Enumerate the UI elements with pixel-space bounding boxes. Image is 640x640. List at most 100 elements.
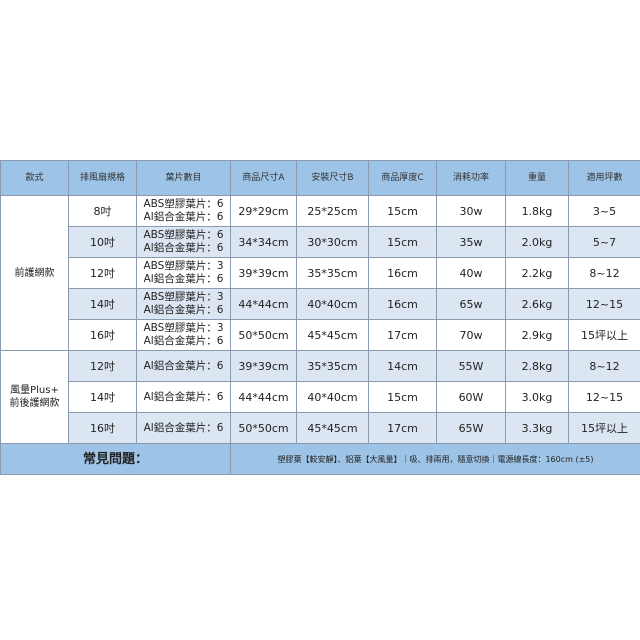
blade-line: Al鋁合金葉片：6 xyxy=(143,304,224,316)
size-cell: 16吋 xyxy=(68,412,137,444)
blades-cell: ABS塑膠葉片：3 Al鋁合金葉片：6 xyxy=(136,257,231,289)
column-header: 適用坪數 xyxy=(568,160,640,196)
thickness-cell: 15cm xyxy=(368,195,437,227)
blade-line: ABS塑膠葉片：3 xyxy=(143,260,224,272)
group-name-line: 風量Plus+ xyxy=(10,385,59,396)
install-size-cell: 40*40cm xyxy=(296,381,369,413)
blades-cell: Al鋁合金葉片：6 xyxy=(136,412,231,444)
power-cell: 40w xyxy=(436,257,506,289)
install-size-cell: 25*25cm xyxy=(296,195,369,227)
weight-cell: 3.3kg xyxy=(505,412,569,444)
weight-cell: 3.0kg xyxy=(505,381,569,413)
table-row: 風量Plus+ 前後護網款 12吋 Al鋁合金葉片：6 39*39cm 35*35cm 14… xyxy=(0,350,640,444)
column-header: 葉片數目 xyxy=(136,160,231,196)
area-cell: 15坪以上 xyxy=(568,319,640,351)
install-size-cell: 30*30cm xyxy=(296,226,369,258)
column-header: 款式 xyxy=(0,160,69,196)
area-cell: 5~7 xyxy=(568,226,640,258)
column-header: 商品尺寸A xyxy=(230,160,297,196)
blade-line: ABS塑膠葉片：6 xyxy=(143,229,224,241)
blades-cell: ABS塑膠葉片：6 Al鋁合金葉片：6 xyxy=(136,195,231,227)
blade-line: ABS塑膠葉片：6 xyxy=(143,198,224,210)
blades-cell: Al鋁合金葉片：6 xyxy=(136,381,231,413)
blade-line: Al鋁合金葉片：6 xyxy=(143,273,224,285)
size-cell: 12吋 xyxy=(68,350,137,382)
blade-line: Al鋁合金葉片：6 xyxy=(143,421,224,434)
thickness-cell: 17cm xyxy=(368,412,437,444)
column-header: 商品厚度C xyxy=(368,160,437,196)
blade-line: Al鋁合金葉片：6 xyxy=(143,242,224,254)
size-cell: 10吋 xyxy=(68,226,137,258)
area-cell: 12~15 xyxy=(568,381,640,413)
blade-line: Al鋁合金葉片：6 xyxy=(143,211,224,223)
product-size-cell: 39*39cm xyxy=(230,350,297,382)
blade-line: ABS塑膠葉片：3 xyxy=(143,291,224,303)
area-cell: 3~5 xyxy=(568,195,640,227)
area-cell: 15坪以上 xyxy=(568,412,640,444)
install-size-cell: 35*35cm xyxy=(296,350,369,382)
blades-cell: Al鋁合金葉片：6 xyxy=(136,350,231,382)
install-size-cell: 35*35cm xyxy=(296,257,369,289)
size-cell: 8吋 xyxy=(68,195,137,227)
column-header: 重量 xyxy=(505,160,569,196)
blades-cell: ABS塑膠葉片：3 Al鋁合金葉片：6 xyxy=(136,319,231,351)
power-cell: 35w xyxy=(436,226,506,258)
product-size-cell: 44*44cm xyxy=(230,381,297,413)
thickness-cell: 15cm xyxy=(368,226,437,258)
size-cell: 16吋 xyxy=(68,319,137,351)
thickness-cell: 17cm xyxy=(368,319,437,351)
weight-cell: 2.2kg xyxy=(505,257,569,289)
area-cell: 8~12 xyxy=(568,257,640,289)
table-row: 14吋 ABS塑膠葉片：3 Al鋁合金葉片：6 44*44cm 40*40cm 16cm 6… xyxy=(1,288,640,320)
table-row: 前護網款 8吋 ABS塑膠葉片：6 Al鋁合金葉片：6 29*29cm 25*25cm 15… xyxy=(0,195,640,351)
table-row: 16吋 ABS塑膠葉片：3 Al鋁合金葉片：6 50*50cm 45*45cm 17cm 7… xyxy=(1,319,640,351)
product-size-cell: 50*50cm xyxy=(230,319,297,351)
power-cell: 60W xyxy=(436,381,506,413)
blade-line: Al鋁合金葉片：6 xyxy=(143,335,224,347)
size-cell: 14吋 xyxy=(68,288,137,320)
thickness-cell: 14cm xyxy=(368,350,437,382)
weight-cell: 2.8kg xyxy=(505,350,569,382)
power-cell: 55W xyxy=(436,350,506,382)
blades-cell: ABS塑膠葉片：3 Al鋁合金葉片：6 xyxy=(136,288,231,320)
size-cell: 14吋 xyxy=(68,381,137,413)
column-header: 消耗功率 xyxy=(436,160,506,196)
group-name-cell: 風量Plus+ 前後護網款 xyxy=(0,350,69,444)
weight-cell: 1.8kg xyxy=(505,195,569,227)
faq-title: 常見問題： xyxy=(0,443,231,475)
blade-line: Al鋁合金葉片：6 xyxy=(143,390,224,403)
product-size-cell: 29*29cm xyxy=(230,195,297,227)
install-size-cell: 40*40cm xyxy=(296,288,369,320)
table-row: 16吋 Al鋁合金葉片：6 50*50cm 45*45cm 17cm 65W 3.3kg 15… xyxy=(1,412,640,444)
area-cell: 12~15 xyxy=(568,288,640,320)
table-row: 12吋 ABS塑膠葉片：3 Al鋁合金葉片：6 39*39cm 35*35cm 16cm 4… xyxy=(1,257,640,289)
area-cell: 8~12 xyxy=(568,350,640,382)
weight-cell: 2.6kg xyxy=(505,288,569,320)
column-header: 排風扇規格 xyxy=(68,160,137,196)
thickness-cell: 15cm xyxy=(368,381,437,413)
install-size-cell: 45*45cm xyxy=(296,412,369,444)
size-cell: 12吋 xyxy=(68,257,137,289)
faq-note: 塑膠葉【較安靜】、鋁葉【大風量】｜吸、排兩用，隨意切換｜電源線長度：160cm … xyxy=(230,443,640,475)
product-size-cell: 50*50cm xyxy=(230,412,297,444)
thickness-cell: 16cm xyxy=(368,288,437,320)
group-name-cell: 前護網款 xyxy=(0,195,69,351)
blade-line: Al鋁合金葉片：6 xyxy=(143,359,224,372)
spec-table: 款式 排風扇規格 葉片數目 商品尺寸A 安裝尺寸B 商品厚度C 消耗功率 重量 適用坪數 前護網… xyxy=(0,160,640,475)
blades-cell: ABS塑膠葉片：6 Al鋁合金葉片：6 xyxy=(136,226,231,258)
product-size-cell: 44*44cm xyxy=(230,288,297,320)
product-size-cell: 34*34cm xyxy=(230,226,297,258)
thickness-cell: 16cm xyxy=(368,257,437,289)
power-cell: 65W xyxy=(436,412,506,444)
product-size-cell: 39*39cm xyxy=(230,257,297,289)
column-header: 安裝尺寸B xyxy=(296,160,369,196)
power-cell: 65w xyxy=(436,288,506,320)
header-row: 款式 排風扇規格 葉片數目 商品尺寸A 安裝尺寸B 商品厚度C 消耗功率 重量 適用坪數 xyxy=(0,160,640,196)
group-name-line: 前後護網款 xyxy=(9,398,60,409)
blade-line: ABS塑膠葉片：3 xyxy=(143,322,224,334)
footer-row: 常見問題： 塑膠葉【較安靜】、鋁葉【大風量】｜吸、排兩用，隨意切換｜電源線長度：1… xyxy=(0,443,640,475)
weight-cell: 2.9kg xyxy=(505,319,569,351)
power-cell: 30w xyxy=(436,195,506,227)
install-size-cell: 45*45cm xyxy=(296,319,369,351)
weight-cell: 2.0kg xyxy=(505,226,569,258)
